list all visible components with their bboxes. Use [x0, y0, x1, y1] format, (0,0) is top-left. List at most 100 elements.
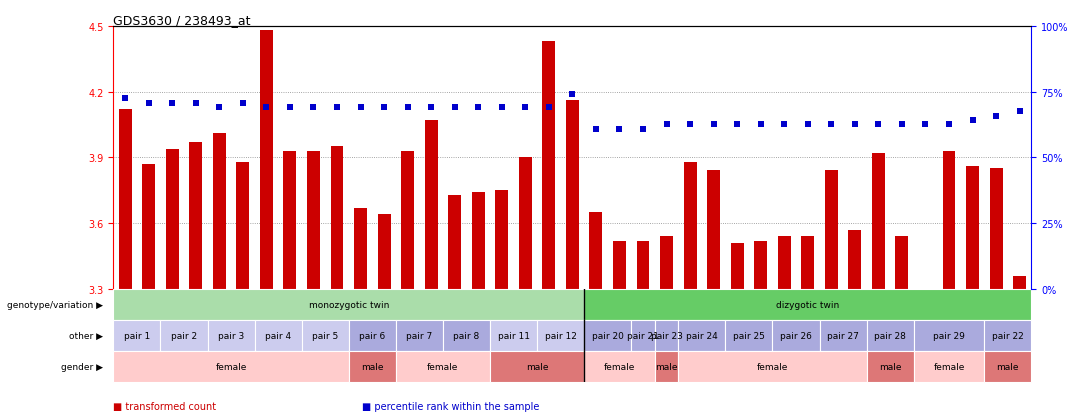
Bar — [1013, 276, 1026, 289]
Bar — [443, 320, 490, 351]
Bar — [825, 171, 838, 289]
Text: pair 5: pair 5 — [312, 331, 338, 340]
Text: pair 4: pair 4 — [265, 331, 292, 340]
Bar — [113, 289, 584, 320]
Bar — [378, 215, 391, 289]
Bar — [401, 152, 414, 289]
Bar — [654, 351, 678, 382]
Bar — [189, 142, 202, 289]
Bar — [772, 320, 820, 351]
Bar — [584, 289, 1031, 320]
Bar — [119, 110, 132, 289]
Bar — [590, 213, 603, 289]
Bar — [778, 237, 791, 289]
Bar — [943, 152, 956, 289]
Bar — [542, 42, 555, 289]
Bar — [914, 320, 984, 351]
Bar — [754, 241, 767, 289]
Bar — [801, 237, 814, 289]
Bar — [301, 320, 349, 351]
Text: male: male — [656, 362, 678, 371]
Bar — [113, 320, 161, 351]
Text: genotype/variation ▶: genotype/variation ▶ — [6, 300, 103, 309]
Text: pair 6: pair 6 — [360, 331, 386, 340]
Bar — [849, 230, 862, 289]
Text: pair 29: pair 29 — [933, 331, 964, 340]
Text: monozygotic twin: monozygotic twin — [309, 300, 389, 309]
Text: female: female — [215, 362, 246, 371]
Text: pair 24: pair 24 — [686, 331, 718, 340]
Text: male: male — [361, 362, 383, 371]
Text: pair 26: pair 26 — [780, 331, 812, 340]
Text: female: female — [428, 362, 459, 371]
Bar — [919, 289, 932, 335]
Text: pair 20: pair 20 — [592, 331, 623, 340]
Bar — [354, 208, 367, 289]
Text: dizygotic twin: dizygotic twin — [777, 300, 839, 309]
Text: pair 28: pair 28 — [874, 331, 906, 340]
Bar — [396, 320, 443, 351]
Text: female: female — [933, 362, 964, 371]
Text: ■ percentile rank within the sample: ■ percentile rank within the sample — [362, 401, 539, 411]
Text: GDS3630 / 238493_at: GDS3630 / 238493_at — [113, 14, 251, 27]
Bar — [349, 351, 396, 382]
Bar — [566, 101, 579, 289]
Bar — [678, 320, 726, 351]
Bar — [684, 162, 697, 289]
Bar — [613, 241, 626, 289]
Bar — [660, 237, 673, 289]
Text: male: male — [526, 362, 549, 371]
Bar — [631, 320, 654, 351]
Bar — [472, 193, 485, 289]
Text: gender ▶: gender ▶ — [60, 362, 103, 371]
Bar — [143, 164, 156, 289]
Bar — [895, 237, 908, 289]
Text: pair 2: pair 2 — [171, 331, 197, 340]
Bar — [213, 134, 226, 289]
Text: female: female — [604, 362, 635, 371]
Bar — [448, 195, 461, 289]
Bar — [866, 351, 914, 382]
Bar — [283, 152, 296, 289]
Bar — [537, 320, 584, 351]
Bar — [872, 154, 885, 289]
Bar — [584, 320, 631, 351]
Bar — [165, 149, 178, 289]
Text: pair 25: pair 25 — [733, 331, 765, 340]
Text: pair 22: pair 22 — [993, 331, 1024, 340]
Bar — [636, 241, 649, 289]
Bar — [260, 31, 273, 289]
Bar — [490, 351, 584, 382]
Text: pair 1: pair 1 — [124, 331, 150, 340]
Bar — [914, 351, 984, 382]
Bar — [518, 158, 531, 289]
Bar — [707, 171, 720, 289]
Text: pair 3: pair 3 — [218, 331, 244, 340]
Bar — [678, 351, 866, 382]
Bar — [989, 169, 1002, 289]
Bar — [255, 320, 301, 351]
Text: ■ transformed count: ■ transformed count — [113, 401, 216, 411]
Bar — [820, 320, 866, 351]
Bar — [330, 147, 343, 289]
Bar — [866, 320, 914, 351]
Bar — [584, 351, 654, 382]
Bar — [654, 320, 678, 351]
Text: pair 7: pair 7 — [406, 331, 432, 340]
Bar — [726, 320, 772, 351]
Text: pair 27: pair 27 — [827, 331, 859, 340]
Bar — [161, 320, 207, 351]
Bar — [207, 320, 255, 351]
Bar — [307, 152, 320, 289]
Text: male: male — [879, 362, 902, 371]
Text: pair 21: pair 21 — [627, 331, 659, 340]
Bar — [396, 351, 490, 382]
Text: pair 8: pair 8 — [454, 331, 480, 340]
Text: female: female — [757, 362, 788, 371]
Bar — [496, 191, 509, 289]
Bar — [984, 351, 1031, 382]
Text: male: male — [997, 362, 1020, 371]
Bar — [113, 351, 349, 382]
Bar — [424, 121, 437, 289]
Bar — [349, 320, 396, 351]
